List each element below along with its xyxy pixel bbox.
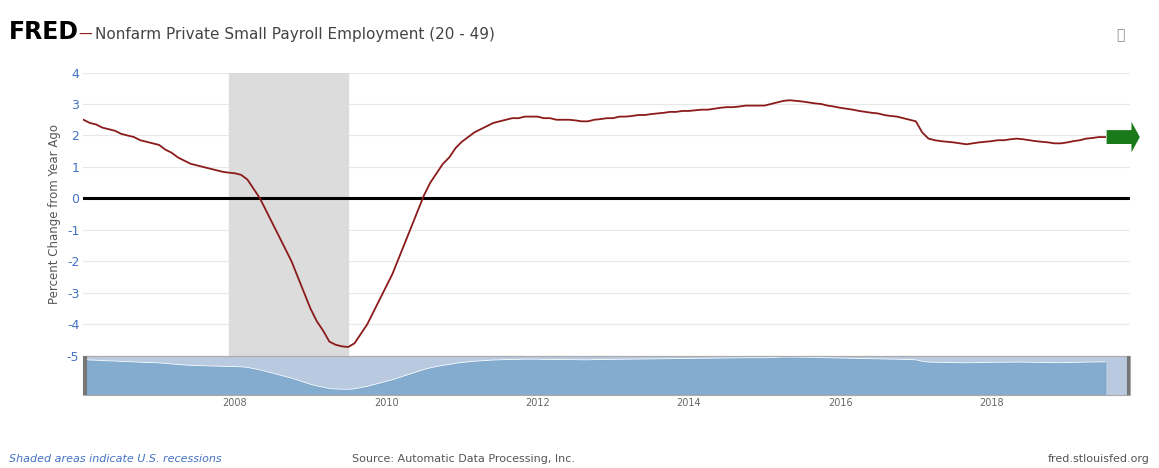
Y-axis label: Percent Change from Year Ago: Percent Change from Year Ago <box>49 124 61 304</box>
Bar <box>228 73 349 356</box>
Text: ⛶: ⛶ <box>1116 28 1124 42</box>
Text: Nonfarm Private Small Payroll Employment (20 - 49): Nonfarm Private Small Payroll Employment… <box>95 27 495 42</box>
Text: FRED: FRED <box>9 21 79 44</box>
Text: Shaded areas indicate U.S. recessions: Shaded areas indicate U.S. recessions <box>9 454 221 464</box>
Text: Source: Automatic Data Processing, Inc.: Source: Automatic Data Processing, Inc. <box>352 454 575 464</box>
Text: fred.stlouisfed.org: fred.stlouisfed.org <box>1048 454 1150 464</box>
Text: —: — <box>79 28 93 42</box>
